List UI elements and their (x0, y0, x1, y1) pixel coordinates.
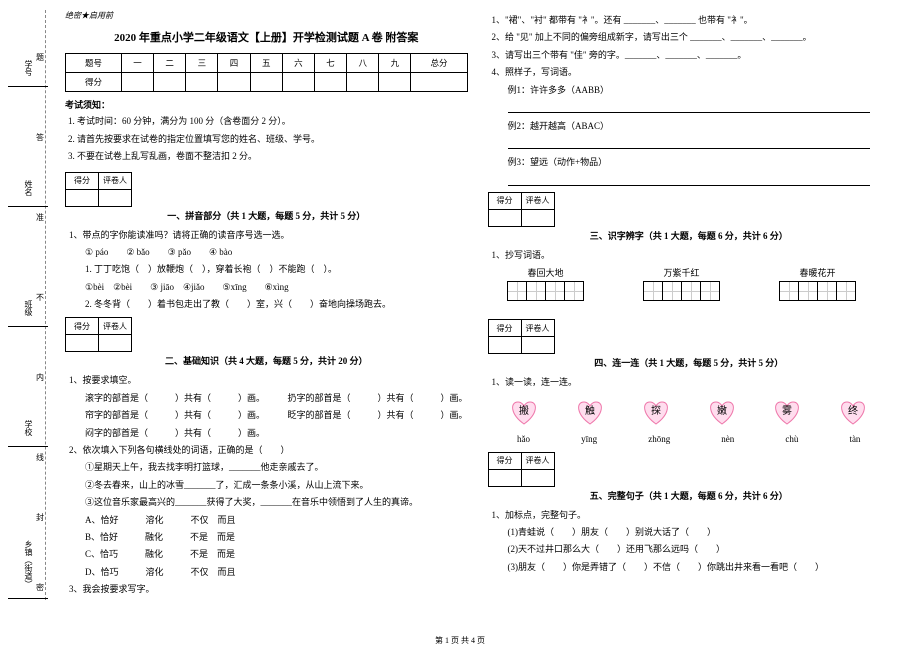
seal-char: 线 (36, 450, 44, 465)
seal-char: 封 (36, 510, 44, 525)
example-text: 例3：望远（动作+物品） (492, 155, 891, 169)
question-text: ①星期天上午，我去找李明打篮球，_______他走亲戚去了。 (69, 460, 468, 474)
seal-char: 题 (36, 50, 44, 65)
word-label: 春暖花开 (780, 266, 856, 279)
question-text: 1、带点的字你能读准吗？请将正确的读音序号选一选。 (69, 228, 468, 242)
score-mini-table: 得分评卷人 (65, 317, 132, 352)
score-mini-table: 得分评卷人 (488, 192, 555, 227)
question-text: 1、加标点，完整句子。 (492, 508, 891, 522)
svg-text:搬: 搬 (519, 404, 529, 417)
question-text: 2、依次填入下列各句横线处的词语，正确的是（ ） (69, 443, 468, 457)
word-label: 春回大地 (508, 266, 584, 279)
question-text: 3、我会按要求写字。 (69, 582, 468, 596)
notice-list: 考试时间：60 分钟，满分为 100 分（含卷面分 2 分）。 请首先按要求在试… (65, 115, 468, 164)
left-column: 绝密★启用前 2020 年重点小学二年级语文【上册】开学检测试题 A 卷 附答案… (55, 10, 478, 600)
svg-text:触: 触 (585, 404, 595, 417)
score-mini-table: 得分评卷人 (65, 172, 132, 207)
heart-icon: 探 (640, 398, 672, 426)
answer-line (508, 100, 871, 113)
word-label: 万紫千红 (644, 266, 720, 279)
pinyin-label: zhōng (648, 434, 670, 444)
option-b: B、恰好 融化 不是 而是 (69, 530, 468, 544)
question-text: 2、给 "见" 加上不同的偏旁组成新字，请写出三个 _______、______… (492, 30, 891, 44)
section-2-title: 二、基础知识（共 4 大题，每题 5 分，共计 20 分） (65, 354, 468, 367)
question-text: 闷字的部首是（ ）共有（ ）画。 (69, 426, 468, 440)
page-title: 2020 年重点小学二年级语文【上册】开学检测试题 A 卷 附答案 (65, 29, 468, 45)
question-text: 1、"裙"、"衬" 都带有 "衤"。还有 _______、_______ 也带有… (492, 13, 891, 27)
heart-icon: 嫩 (706, 398, 738, 426)
option-a: A、恰好 溶化 不仅 而且 (69, 513, 468, 527)
score-mini-table: 得分评卷人 (488, 319, 555, 354)
seal-char: 密 (36, 580, 44, 595)
question-text: 1. 丁丁吃饱（ ）放鞭炮（ ），穿着长袍（ ）不能跑（ ）。 (69, 262, 468, 276)
section-4-title: 四、连一连（共 1 大题，每题 5 分，共计 5 分） (488, 356, 891, 369)
question-text: 1、抄写词语。 (492, 248, 891, 262)
pinyin-label: nèn (721, 434, 734, 444)
svg-text:雾: 雾 (782, 405, 792, 417)
question-text: 帘字的部首是（ ）共有（ ）画。 眨字的部首是（ ）共有（ ）画。 (69, 408, 468, 422)
copy-words-row: 春回大地 万紫千红 春暖花开 (508, 266, 891, 301)
hearts-row: 搬 触 探 嫩 雾 终 (492, 398, 887, 426)
heart-icon: 终 (837, 398, 869, 426)
tian-grid (644, 281, 720, 301)
question-text: (1)青蛙说（ ）朋友（ ）别说大话了（ ） (492, 525, 891, 539)
question-text: 3、请写出三个带有 "佳" 旁的字。_______、_______、______… (492, 48, 891, 62)
question-text: 2. 冬冬背（ ）着书包走出了教（ ）室，兴（ ）奋地向操场跑去。 (69, 297, 468, 311)
section-5-title: 五、完整句子（共 1 大题，每题 6 分，共计 6 分） (488, 489, 891, 502)
score-table: 题号一二 三四五 六七八 九总分 得分 (65, 53, 468, 92)
seal-char: 不 (36, 290, 44, 305)
question-text: 1、按要求填空。 (69, 373, 468, 387)
heart-icon: 雾 (771, 398, 803, 426)
score-mini-table: 得分评卷人 (488, 452, 555, 487)
question-text: ②冬去春来，山上的冰雪_______了，汇成一条条小溪，从山上流下来。 (69, 478, 468, 492)
seal-char: 准 (36, 210, 44, 225)
tian-grid (508, 281, 584, 301)
answer-line (508, 136, 871, 149)
binding-label-school: 学校 (8, 420, 48, 447)
notice-item: 考试时间：60 分钟，满分为 100 分（含卷面分 2 分）。 (77, 115, 468, 129)
notice-title: 考试须知： (65, 98, 468, 111)
secret-label: 绝密★启用前 (65, 10, 468, 21)
question-text: ①bèi ②bèi ③ jiāo ④jiǎo ⑤xīng ⑥xìng (69, 280, 468, 294)
pinyin-row: hǎo yīng zhōng nèn chù tàn (492, 434, 887, 444)
question-text: (3)朋友（ ）你是弄错了（ ）不信（ ）你跳出井来看一看吧（ ） (492, 560, 891, 574)
pinyin-label: hǎo (517, 434, 530, 444)
question-text: ① páo ② bǎo ③ pǎo ④ bào (69, 245, 468, 259)
pinyin-label: chù (785, 434, 798, 444)
answer-line (508, 173, 871, 186)
seal-char: 答 (36, 130, 44, 145)
section-1-title: 一、拼音部分（共 1 大题，每题 5 分，共计 5 分） (65, 209, 468, 222)
option-d: D、恰巧 溶化 不仅 而且 (69, 565, 468, 579)
pinyin-label: yīng (581, 434, 597, 444)
option-c: C、恰巧 融化 不是 而是 (69, 547, 468, 561)
seal-char: 内 (36, 370, 44, 385)
example-text: 例1：许许多多（AABB） (492, 83, 891, 97)
notice-item: 不要在试卷上乱写乱画，卷面不整洁扣 2 分。 (77, 150, 468, 164)
question-text: 1、读一读，连一连。 (492, 375, 891, 389)
svg-text:探: 探 (651, 404, 661, 417)
notice-item: 请首先按要求在试卷的指定位置填写您的姓名、班级、学号。 (77, 133, 468, 147)
example-text: 例2：越开越高（ABAC） (492, 119, 891, 133)
binding-label-name: 姓名 (8, 180, 48, 207)
pinyin-label: tàn (849, 434, 860, 444)
heart-icon: 搬 (508, 398, 540, 426)
heart-icon: 触 (574, 398, 606, 426)
question-text: (2)天不过井口那么大（ ）还用飞那么远吗（ ） (492, 542, 891, 556)
binding-margin: 乡镇（街道） 学校 班级 姓名 学号 密 封 线 内 不 准 答 题 (0, 0, 55, 620)
page-footer: 第 1 页 共 4 页 (0, 635, 920, 646)
tian-grid (780, 281, 856, 301)
section-3-title: 三、识字辨字（共 1 大题，每题 6 分，共计 6 分） (488, 229, 891, 242)
question-text: 滚字的部首是（ ）共有（ ）画。 扔字的部首是（ ）共有（ ）画。 (69, 391, 468, 405)
question-text: 4、照样子，写词语。 (492, 65, 891, 79)
svg-text:终: 终 (848, 404, 858, 417)
svg-text:嫩: 嫩 (717, 404, 727, 417)
right-column: 1、"裙"、"衬" 都带有 "衤"。还有 _______、_______ 也带有… (478, 10, 901, 600)
question-text: ③这位音乐家最高兴的_______获得了大奖，_______在音乐中领悟到了人生… (69, 495, 468, 509)
